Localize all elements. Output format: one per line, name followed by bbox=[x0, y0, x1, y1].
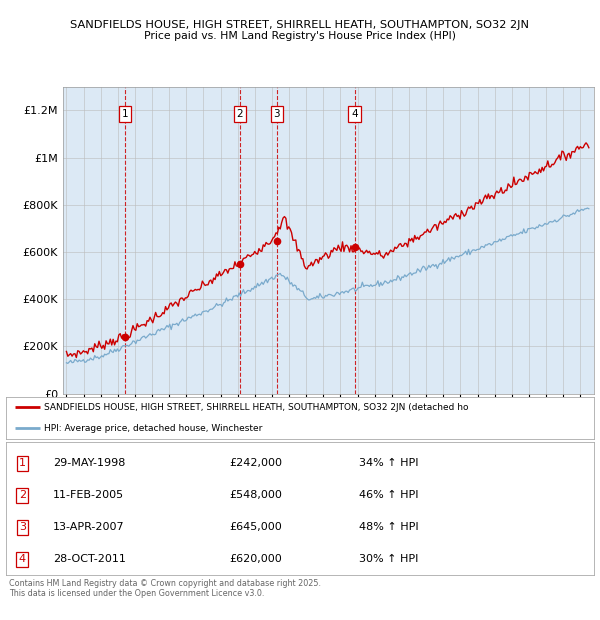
Text: 13-APR-2007: 13-APR-2007 bbox=[53, 523, 125, 533]
Text: 48% ↑ HPI: 48% ↑ HPI bbox=[359, 523, 418, 533]
Text: 4: 4 bbox=[19, 554, 26, 564]
Text: £620,000: £620,000 bbox=[229, 554, 282, 564]
Text: 29-MAY-1998: 29-MAY-1998 bbox=[53, 458, 125, 468]
Text: 3: 3 bbox=[19, 523, 26, 533]
Text: Price paid vs. HM Land Registry's House Price Index (HPI): Price paid vs. HM Land Registry's House … bbox=[144, 31, 456, 41]
Text: 3: 3 bbox=[274, 109, 280, 119]
Text: 2: 2 bbox=[236, 109, 243, 119]
Text: 30% ↑ HPI: 30% ↑ HPI bbox=[359, 554, 418, 564]
Text: 46% ↑ HPI: 46% ↑ HPI bbox=[359, 490, 418, 500]
Text: SANDFIELDS HOUSE, HIGH STREET, SHIRRELL HEATH, SOUTHAMPTON, SO32 2JN (detached h: SANDFIELDS HOUSE, HIGH STREET, SHIRRELL … bbox=[44, 403, 469, 412]
Text: SANDFIELDS HOUSE, HIGH STREET, SHIRRELL HEATH, SOUTHAMPTON, SO32 2JN: SANDFIELDS HOUSE, HIGH STREET, SHIRRELL … bbox=[71, 20, 530, 30]
Text: HPI: Average price, detached house, Winchester: HPI: Average price, detached house, Winc… bbox=[44, 424, 263, 433]
Text: 1: 1 bbox=[122, 109, 128, 119]
Text: £645,000: £645,000 bbox=[229, 523, 282, 533]
Text: 11-FEB-2005: 11-FEB-2005 bbox=[53, 490, 124, 500]
Text: 2: 2 bbox=[19, 490, 26, 500]
Text: 34% ↑ HPI: 34% ↑ HPI bbox=[359, 458, 418, 468]
Text: 4: 4 bbox=[352, 109, 358, 119]
Text: £548,000: £548,000 bbox=[229, 490, 283, 500]
Text: 1: 1 bbox=[19, 458, 26, 468]
Text: Contains HM Land Registry data © Crown copyright and database right 2025.
This d: Contains HM Land Registry data © Crown c… bbox=[9, 579, 321, 598]
Text: £242,000: £242,000 bbox=[229, 458, 283, 468]
Text: 28-OCT-2011: 28-OCT-2011 bbox=[53, 554, 126, 564]
